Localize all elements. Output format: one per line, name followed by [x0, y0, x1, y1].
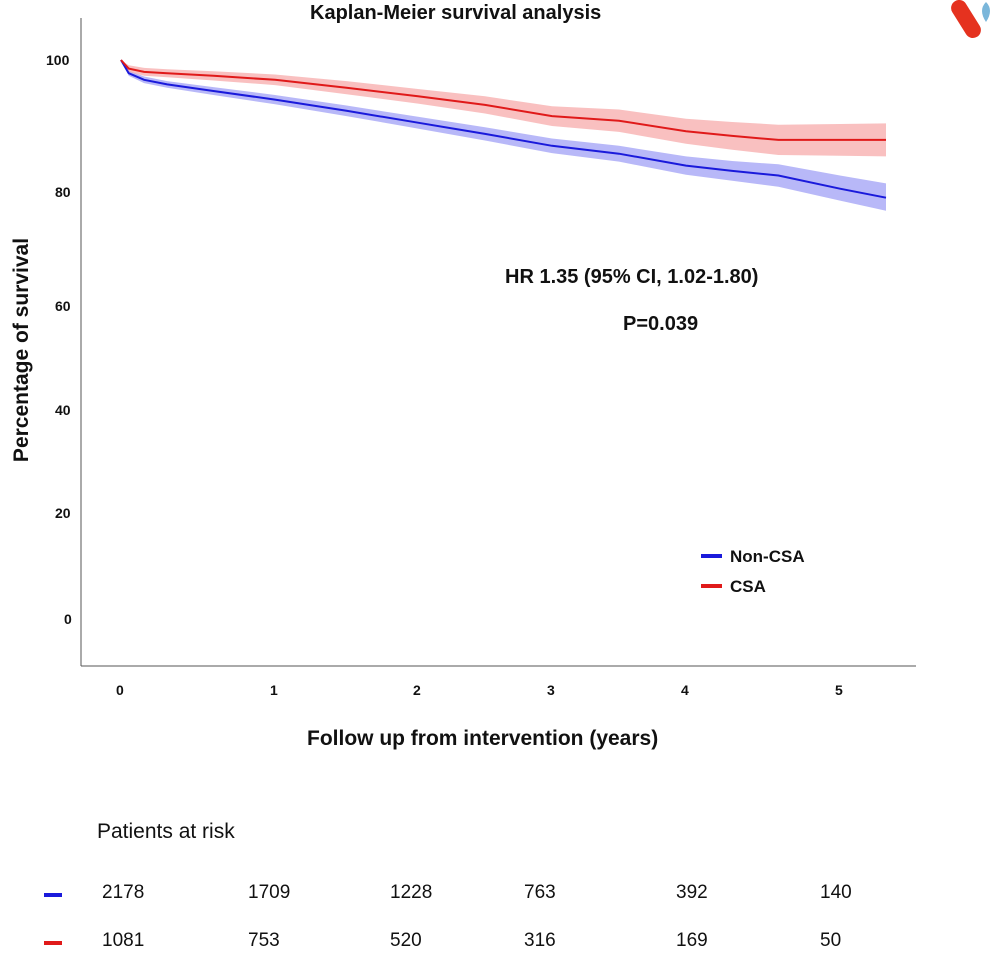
chart-title: Kaplan-Meier survival analysis [310, 2, 602, 24]
x-tick-2: 2 [413, 682, 421, 698]
y-tick-100: 100 [46, 52, 70, 68]
y-tick-80: 80 [55, 184, 71, 200]
y-tick-0: 0 [64, 611, 72, 627]
risk-cell-csa-3: 316 [524, 930, 556, 951]
ci-band-non-csa [121, 60, 886, 211]
risk-cell-non-csa-0: 2178 [102, 882, 145, 903]
survival-line-csa [120, 59, 886, 141]
y-tick-40: 40 [55, 402, 71, 418]
risk-cell-non-csa-5: 140 [820, 882, 852, 903]
x-axis-label: Follow up from intervention (years) [307, 727, 659, 750]
risk-cell-non-csa-2: 1228 [390, 882, 433, 903]
risk-table-title: Patients at risk [97, 820, 235, 843]
x-tick-1: 1 [270, 682, 278, 698]
x-tick-0: 0 [116, 682, 124, 698]
p-value-annotation: P=0.039 [623, 313, 699, 335]
x-tick-3: 3 [547, 682, 555, 698]
hazard-ratio-annotation: HR 1.35 (95% CI, 1.02-1.80) [505, 266, 759, 288]
risk-cell-non-csa-4: 392 [676, 882, 708, 903]
risk-cell-csa-1: 753 [248, 930, 280, 951]
risk-cell-csa-2: 520 [390, 930, 422, 951]
x-tick-5: 5 [835, 682, 843, 698]
legend-label-csa: CSA [730, 577, 766, 596]
y-axis-label: Percentage of survival [10, 237, 33, 463]
x-tick-4: 4 [681, 682, 689, 698]
y-tick-60: 60 [55, 298, 71, 314]
risk-cell-csa-4: 169 [676, 930, 708, 951]
survival-line-non-csa [120, 59, 887, 199]
risk-cell-csa-0: 1081 [102, 930, 145, 951]
y-tick-20: 20 [55, 505, 71, 521]
risk-cell-non-csa-1: 1709 [248, 882, 291, 903]
legend-label-non-csa: Non-CSA [730, 547, 805, 566]
risk-cell-csa-5: 50 [820, 930, 842, 951]
logo [951, 0, 990, 39]
risk-cell-non-csa-3: 763 [524, 882, 556, 903]
